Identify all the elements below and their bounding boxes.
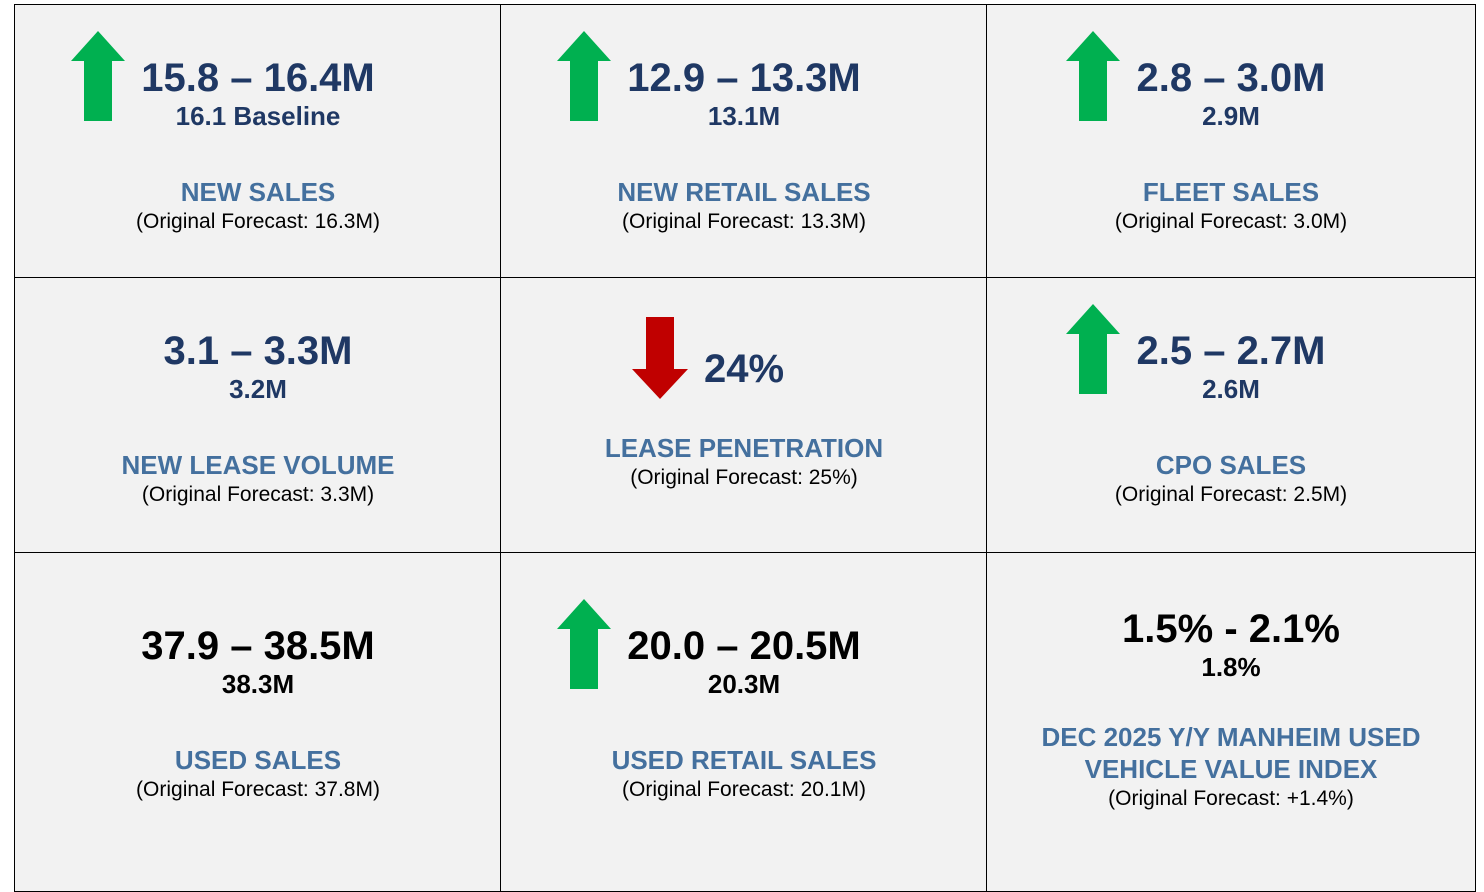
baseline: 13.1M (707, 101, 781, 131)
baseline: 1.8% (1201, 652, 1261, 682)
range: 3.1 – 3.3M (163, 329, 353, 373)
label: USED RETAIL SALES (611, 745, 877, 775)
cell: 2.5 – 2.7M 2.6M CPO SALES (Original Fore… (986, 277, 1476, 554)
label: NEW LEASE VOLUME (121, 450, 395, 480)
cell: 2.8 – 3.0M 2.9M FLEET SALES (Original Fo… (986, 4, 1476, 279)
label: NEW RETAIL SALES (617, 177, 871, 207)
range: 1.5% - 2.1% (1122, 607, 1340, 651)
up-arrow (557, 599, 612, 689)
baseline: 2.9M (1202, 101, 1260, 131)
note: (Original Forecast: 25%) (630, 466, 858, 489)
note: (Original Forecast: 2.5M) (1114, 483, 1348, 506)
up-arrow (1066, 304, 1121, 394)
down-arrow (631, 317, 688, 399)
up-arrow (1066, 31, 1121, 121)
label: CPO SALES (1155, 450, 1307, 480)
label: FLEET SALES (1142, 177, 1320, 207)
note: (Original Forecast: 20.1M) (622, 778, 866, 801)
range: 12.9 – 13.3M (627, 56, 861, 100)
cell: 3.1 – 3.3M 3.2M NEW LEASE VOLUME (Origin… (14, 277, 502, 554)
note: (Original Forecast: 3.0M) (1114, 210, 1348, 233)
baseline: 3.2M (229, 374, 287, 404)
note: (Original Forecast: 3.3M) (141, 483, 375, 506)
up-arrow (71, 31, 126, 121)
label: DEC 2025 Y/Y MANHEIM USED VEHICLE VALUE … (1041, 722, 1421, 784)
range: 37.9 – 38.5M (141, 624, 375, 668)
cell: 20.0 – 20.5M 20.3M USED RETAIL SALES (Or… (500, 552, 988, 892)
note: (Original Forecast: 37.8M) (136, 778, 380, 801)
range: 2.8 – 3.0M (1136, 56, 1326, 100)
label: USED SALES (174, 745, 342, 775)
cell: 24% LEASE PENETRATION (Original Forecast… (500, 277, 988, 554)
cell: 12.9 – 13.3M 13.1M NEW RETAIL SALES (Ori… (500, 4, 988, 279)
baseline: 20.3M (707, 669, 781, 699)
range: 24% (703, 347, 785, 391)
up-arrow (557, 31, 612, 121)
baseline: 2.6M (1202, 374, 1260, 404)
label: NEW SALES (180, 177, 336, 207)
forecast-grid: 15.8 – 16.4M 16.1 Baseline NEW SALES (Or… (14, 4, 1476, 892)
cell: 1.5% - 2.1% 1.8% DEC 2025 Y/Y MANHEIM US… (986, 552, 1476, 892)
note: (Original Forecast: +1.4%) (1108, 787, 1354, 810)
range: 15.8 – 16.4M (141, 56, 375, 100)
cell: 37.9 – 38.5M 38.3M USED SALES (Original … (14, 552, 502, 892)
range: 2.5 – 2.7M (1136, 329, 1326, 373)
cell: 15.8 – 16.4M 16.1 Baseline NEW SALES (Or… (14, 4, 502, 279)
range: 20.0 – 20.5M (627, 624, 861, 668)
baseline: 38.3M (221, 669, 295, 699)
baseline: 16.1 Baseline (175, 101, 341, 131)
note: (Original Forecast: 16.3M) (136, 210, 380, 233)
page: 15.8 – 16.4M 16.1 Baseline NEW SALES (Or… (14, 4, 1476, 892)
note: (Original Forecast: 13.3M) (622, 210, 866, 233)
label: LEASE PENETRATION (604, 433, 884, 463)
